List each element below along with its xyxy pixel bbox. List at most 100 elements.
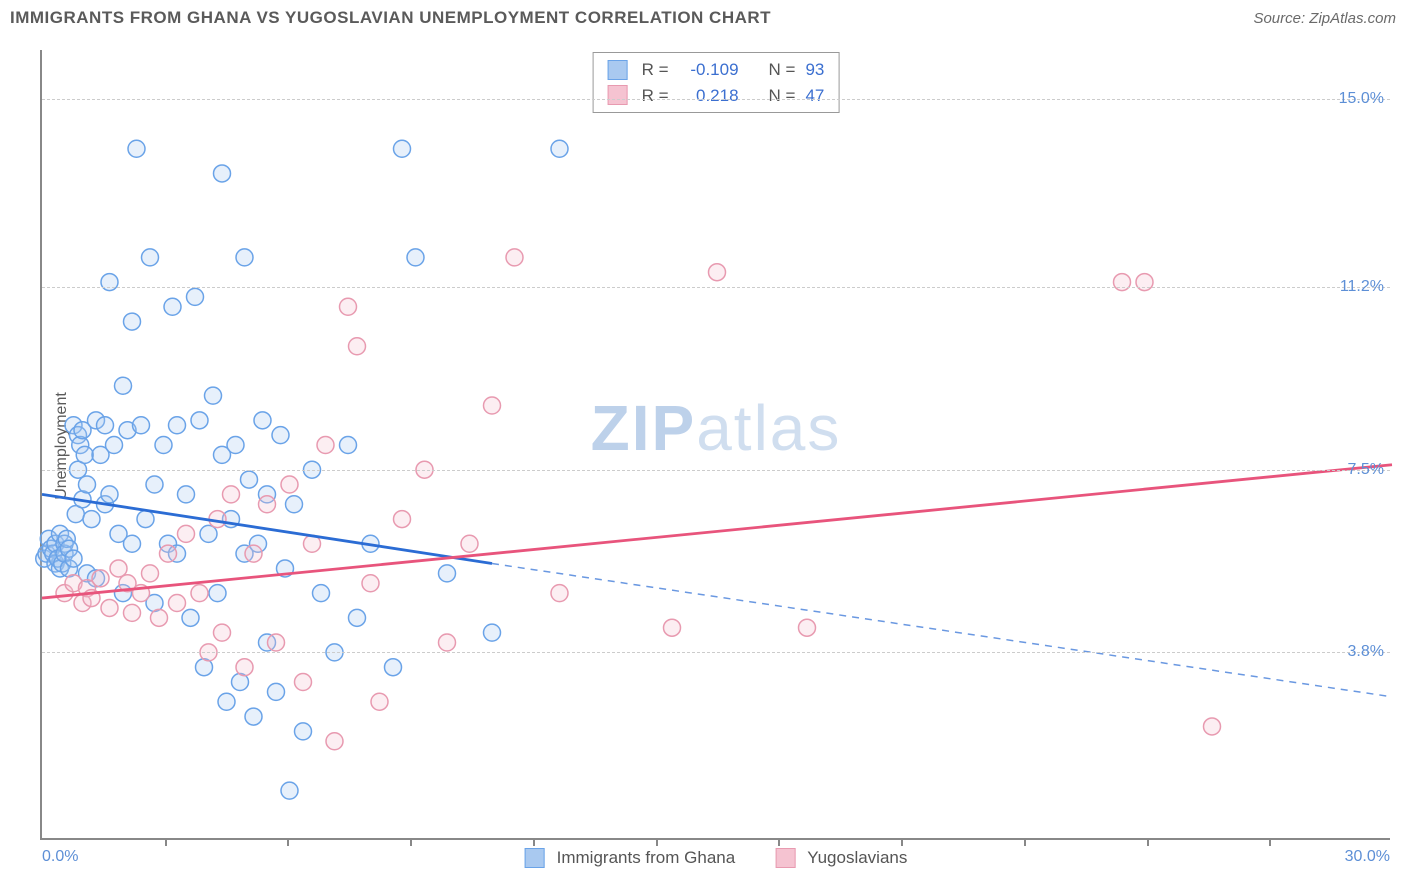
scatter-point — [65, 550, 82, 567]
scatter-point — [97, 417, 114, 434]
scatter-point — [178, 525, 195, 542]
scatter-point — [268, 683, 285, 700]
scatter-point — [160, 545, 177, 562]
swatch-series-0 — [608, 60, 628, 80]
stats-r-label-0: R = — [642, 57, 669, 83]
stats-n-label-1: N = — [769, 83, 796, 109]
plot-area: ZIPatlas R = -0.109 N = 93 R = 0.218 N =… — [40, 50, 1390, 840]
legend-swatch-1 — [775, 848, 795, 868]
scatter-point — [245, 545, 262, 562]
scatter-point — [295, 674, 312, 691]
scatter-point — [484, 397, 501, 414]
scatter-point — [245, 708, 262, 725]
scatter-point — [79, 476, 96, 493]
scatter-point — [128, 140, 145, 157]
scatter-point — [254, 412, 271, 429]
scatter-point — [461, 535, 478, 552]
scatter-point — [209, 585, 226, 602]
x-tick — [1147, 838, 1149, 846]
scatter-point — [155, 437, 172, 454]
scatter-point — [407, 249, 424, 266]
stats-r-value-0: -0.109 — [679, 57, 739, 83]
stats-n-label-0: N = — [769, 57, 796, 83]
scatter-point — [326, 733, 343, 750]
scatter-point — [92, 570, 109, 587]
legend: Immigrants from Ghana Yugoslavians — [525, 848, 908, 868]
x-min-label: 0.0% — [42, 848, 78, 866]
scatter-point — [101, 599, 118, 616]
scatter-point — [664, 619, 681, 636]
scatter-point — [83, 511, 100, 528]
scatter-point — [313, 585, 330, 602]
scatter-point — [146, 476, 163, 493]
stats-r-label-1: R = — [642, 83, 669, 109]
stats-row-series-1: R = 0.218 N = 47 — [608, 83, 825, 109]
stats-n-value-1: 47 — [805, 83, 824, 109]
scatter-point — [1136, 274, 1153, 291]
scatter-point — [349, 609, 366, 626]
scatter-point — [236, 249, 253, 266]
scatter-point — [394, 511, 411, 528]
scatter-point — [484, 624, 501, 641]
scatter-point — [439, 634, 456, 651]
scatter-point — [340, 437, 357, 454]
scatter-point — [362, 575, 379, 592]
scatter-point — [371, 693, 388, 710]
scatter-point — [187, 288, 204, 305]
scatter-point — [241, 471, 258, 488]
scatter-point — [205, 387, 222, 404]
gridline-h — [42, 470, 1390, 471]
legend-item-1: Yugoslavians — [775, 848, 907, 868]
scatter-point — [1204, 718, 1221, 735]
scatter-point — [214, 165, 231, 182]
scatter-point — [124, 313, 141, 330]
stats-r-value-1: 0.218 — [679, 83, 739, 109]
x-tick — [1024, 838, 1026, 846]
stats-box: R = -0.109 N = 93 R = 0.218 N = 47 — [593, 52, 840, 113]
chart-svg — [42, 50, 1390, 838]
scatter-point — [200, 525, 217, 542]
scatter-point — [214, 624, 231, 641]
y-tick-label: 15.0% — [1339, 90, 1384, 108]
scatter-point — [1114, 274, 1131, 291]
scatter-point — [709, 264, 726, 281]
legend-swatch-0 — [525, 848, 545, 868]
scatter-point — [286, 496, 303, 513]
scatter-point — [106, 437, 123, 454]
x-tick — [901, 838, 903, 846]
legend-label-0: Immigrants from Ghana — [557, 848, 736, 868]
scatter-point — [551, 140, 568, 157]
stats-row-series-0: R = -0.109 N = 93 — [608, 57, 825, 83]
scatter-point — [133, 417, 150, 434]
scatter-point — [268, 634, 285, 651]
scatter-point — [182, 609, 199, 626]
scatter-point — [236, 659, 253, 676]
scatter-point — [191, 585, 208, 602]
scatter-point — [506, 249, 523, 266]
legend-item-0: Immigrants from Ghana — [525, 848, 736, 868]
scatter-point — [281, 782, 298, 799]
scatter-point — [340, 298, 357, 315]
scatter-point — [101, 486, 118, 503]
x-tick — [287, 838, 289, 846]
scatter-point — [223, 486, 240, 503]
scatter-point — [317, 437, 334, 454]
scatter-point — [142, 565, 159, 582]
y-tick-label: 11.2% — [1340, 278, 1384, 296]
scatter-point — [76, 446, 93, 463]
scatter-point — [169, 417, 186, 434]
scatter-point — [164, 298, 181, 315]
x-tick — [1269, 838, 1271, 846]
scatter-point — [799, 619, 816, 636]
x-tick — [778, 838, 780, 846]
scatter-point — [272, 427, 289, 444]
x-tick — [410, 838, 412, 846]
scatter-point — [295, 723, 312, 740]
swatch-series-1 — [608, 85, 628, 105]
scatter-point — [191, 412, 208, 429]
scatter-point — [349, 338, 366, 355]
scatter-point — [142, 249, 159, 266]
scatter-point — [439, 565, 456, 582]
scatter-point — [124, 604, 141, 621]
scatter-point — [385, 659, 402, 676]
